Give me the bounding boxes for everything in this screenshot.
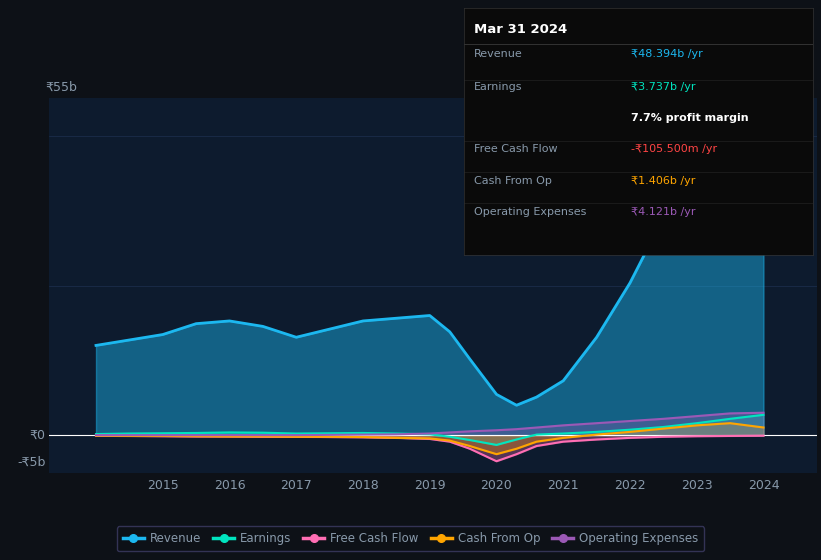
Text: ₹4.121b /yr: ₹4.121b /yr [631, 207, 696, 217]
Text: Cash From Op: Cash From Op [475, 176, 553, 186]
Text: 7.7% profit margin: 7.7% profit margin [631, 113, 749, 123]
Text: ₹0: ₹0 [30, 428, 45, 442]
Text: Operating Expenses: Operating Expenses [475, 207, 587, 217]
Text: -₹105.500m /yr: -₹105.500m /yr [631, 144, 718, 154]
Text: Earnings: Earnings [475, 82, 523, 92]
Legend: Revenue, Earnings, Free Cash Flow, Cash From Op, Operating Expenses: Revenue, Earnings, Free Cash Flow, Cash … [117, 526, 704, 551]
Text: Mar 31 2024: Mar 31 2024 [475, 23, 567, 36]
Text: ₹48.394b /yr: ₹48.394b /yr [631, 49, 703, 59]
Text: Free Cash Flow: Free Cash Flow [475, 144, 558, 154]
Text: -₹5b: -₹5b [17, 456, 45, 469]
Text: ₹1.406b /yr: ₹1.406b /yr [631, 176, 695, 186]
Text: ₹3.737b /yr: ₹3.737b /yr [631, 82, 696, 92]
Text: Revenue: Revenue [475, 49, 523, 59]
Text: ₹55b: ₹55b [45, 81, 77, 94]
